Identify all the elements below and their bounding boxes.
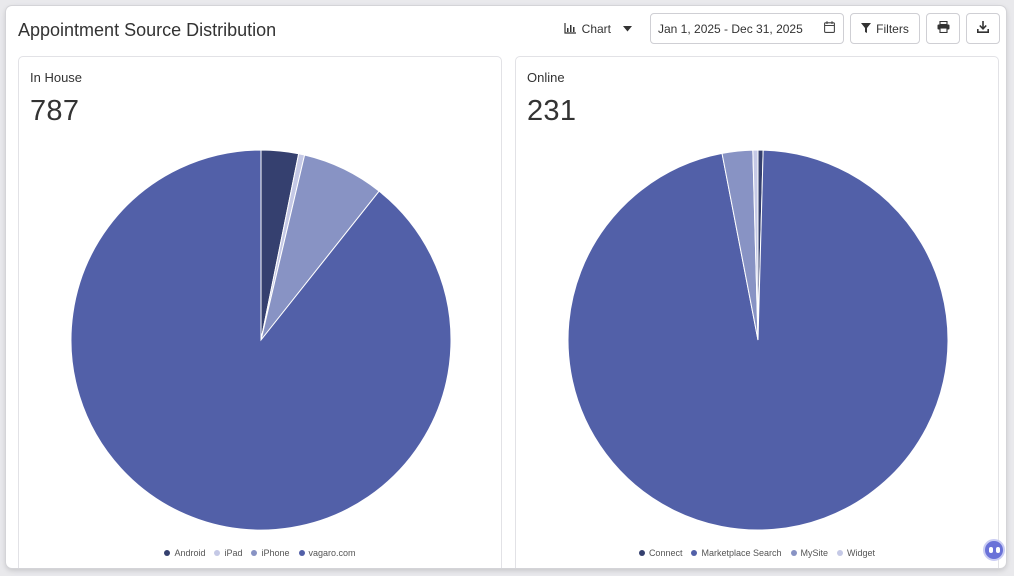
caret-down-icon [623, 25, 632, 32]
assistant-bot-icon[interactable] [983, 539, 1005, 561]
print-button[interactable] [926, 13, 960, 44]
legend-label: iPad [224, 548, 243, 558]
legend-dot [298, 550, 305, 556]
legend-dot [251, 550, 258, 556]
card-title: Online [527, 70, 565, 85]
online-legend: Connect Marketplace Search MySite Widget [516, 548, 998, 558]
legend-item-vagaro-com[interactable]: vagaro.com [298, 548, 356, 558]
date-range-picker[interactable]: Jan 1, 2025 - Dec 31, 2025 [650, 13, 844, 44]
filters-button[interactable]: Filters [850, 13, 920, 44]
legend-dot [638, 550, 645, 556]
filters-label: Filters [876, 21, 909, 36]
download-icon [977, 21, 989, 36]
online-card: Online 231 Connect Marketplace Search MySi… [515, 56, 999, 568]
legend-label: iPhone [261, 548, 290, 558]
legend-label: Android [174, 548, 206, 558]
legend-item-ipad[interactable]: iPad [214, 548, 242, 558]
legend-dot [691, 550, 698, 556]
legend-item-connect[interactable]: Connect [638, 548, 683, 558]
legend-label: Marketplace Search [701, 548, 782, 558]
chart-view-label: Chart [581, 21, 611, 36]
legend-item-widget[interactable]: Widget [837, 548, 875, 558]
legend-item-mysite[interactable]: MySite [790, 548, 829, 558]
bar-chart-icon [564, 23, 576, 34]
download-button[interactable] [966, 13, 1000, 44]
legend-label: vagaro.com [308, 548, 356, 558]
toolbar: Chart Jan 1, 2025 - Dec 31, 2025 Filters [558, 13, 1000, 44]
card-total-value: 231 [527, 95, 577, 127]
in-house-pie-chart [70, 149, 452, 531]
legend-label: Connect [648, 548, 683, 558]
chart-view-dropdown[interactable]: Chart [558, 13, 638, 44]
card-title: In House [30, 70, 83, 85]
date-range-value: Jan 1, 2025 - Dec 31, 2025 [658, 21, 803, 36]
legend-dot [164, 550, 171, 556]
legend-item-marketplace-search[interactable]: Marketplace Search [691, 548, 782, 558]
legend-dot [790, 550, 797, 556]
card-total-value: 787 [30, 95, 80, 127]
page-title: Appointment Source Distribution [18, 20, 277, 40]
online-pie-chart [567, 149, 949, 531]
legend-label: Widget [847, 548, 876, 558]
pie-slice-vagaro-com[interactable] [70, 149, 452, 531]
legend-dot [214, 550, 221, 556]
filter-icon [861, 22, 872, 36]
in-house-card: In House 787 Android iPad iPhone vagaro.com [18, 56, 502, 568]
legend-item-iphone[interactable]: iPhone [251, 548, 290, 558]
calendar-icon [824, 21, 835, 36]
in-house-legend: Android iPad iPhone vagaro.com [19, 548, 501, 558]
print-icon [937, 20, 950, 36]
pie-slice-widget[interactable] [752, 149, 759, 341]
legend-item-android[interactable]: Android [164, 548, 205, 558]
legend-label: MySite [800, 548, 829, 558]
report-window: Appointment Source Distribution Chart Ja… [6, 6, 1006, 568]
legend-dot [837, 550, 844, 556]
